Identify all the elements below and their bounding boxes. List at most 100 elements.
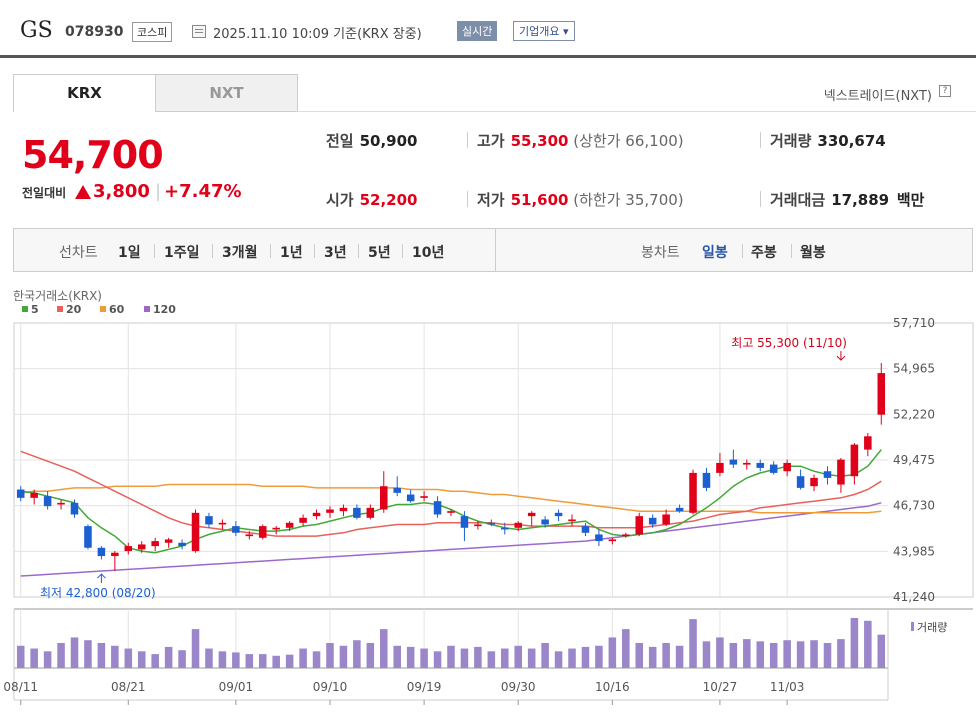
candle-body: [743, 462, 751, 465]
trade-amount: 거래대금 17,889 백만: [770, 189, 924, 210]
volume-bar: [554, 651, 563, 668]
x-tick-label: 11/03: [770, 680, 805, 694]
volume-bar: [501, 648, 509, 668]
quote-separator: [467, 132, 468, 148]
candle-body: [716, 462, 724, 473]
candle-monthly[interactable]: 월봉: [800, 245, 826, 261]
volume-bar: [205, 648, 213, 668]
candle-body: [608, 539, 617, 542]
candle-body: [57, 502, 65, 505]
candle-body: [205, 516, 213, 525]
volume-bar: [729, 643, 738, 668]
stock-name: GS: [20, 18, 53, 43]
x-tick-label: 08/21: [111, 680, 146, 694]
volume-bar: [43, 651, 52, 668]
exchange-label: 한국거래소(KRX): [13, 289, 102, 303]
volume-bar: [245, 654, 254, 668]
candle-body: [837, 459, 845, 485]
period-1w[interactable]: 1주일: [164, 245, 200, 261]
volume-bar: [232, 652, 240, 668]
candle-body: [662, 514, 670, 525]
volume-bar: [662, 643, 670, 668]
market-badge: 코스피: [132, 22, 173, 42]
current-price: 54,700: [22, 133, 164, 177]
volume-bar: [447, 645, 455, 668]
volume-bar: [272, 655, 280, 668]
tab-nxt[interactable]: NXT: [155, 74, 298, 112]
toolbar-separator: [314, 244, 315, 258]
volume-bar: [635, 643, 644, 668]
x-tick-label: 09/01: [219, 680, 254, 694]
prev-close: 전일 50,900: [326, 130, 418, 151]
candle-body: [16, 489, 25, 498]
period-1y[interactable]: 1년: [280, 245, 303, 261]
volume-bar: [218, 651, 227, 668]
candle-body: [783, 462, 791, 472]
period-5y[interactable]: 5년: [368, 245, 391, 261]
toolbar-separator: [212, 244, 213, 258]
volume-bar: [70, 637, 79, 668]
volume-bar: [568, 648, 576, 668]
company-overview-dropdown[interactable]: 기업개요 ▾: [513, 21, 575, 41]
candle-body: [245, 534, 254, 537]
change-separator: |: [155, 181, 162, 202]
quote-separator: [760, 191, 761, 207]
legend-label: 5: [31, 303, 39, 316]
candle-body: [447, 511, 455, 513]
volume-bar: [433, 651, 442, 668]
candle-weekly[interactable]: 주봉: [751, 245, 777, 261]
candle-body: [393, 487, 401, 493]
ma20-line: [20, 450, 882, 537]
low-value: 51,600: [510, 191, 569, 209]
volume-bar: [581, 646, 590, 668]
period-3m[interactable]: 3개월: [222, 245, 258, 261]
volume-bar: [783, 640, 791, 668]
x-tick-label: 09/10: [313, 680, 348, 694]
volume-bar: [30, 648, 38, 668]
legend-ma20: 20: [57, 303, 81, 316]
help-icon[interactable]: ?: [939, 85, 951, 97]
volume-bar: [353, 640, 361, 668]
toolbar-separator: [402, 244, 403, 258]
legend-label: 20: [66, 303, 82, 316]
candle-daily[interactable]: 일봉: [702, 245, 728, 261]
tab-divider: [297, 111, 976, 112]
candle-body: [137, 544, 146, 550]
y-tick-label: 41,240: [893, 590, 935, 604]
lower-limit: (하한가 35,700): [573, 191, 684, 209]
realtime-button[interactable]: 실시간: [457, 21, 498, 41]
candle-body: [487, 522, 496, 525]
volume-bar: [850, 618, 859, 668]
quote-separator: [760, 132, 761, 148]
prev-close-label: 전일: [326, 132, 354, 150]
nxt-link[interactable]: 넥스트레이드(NXT): [824, 85, 932, 104]
legend-swatch: [100, 306, 106, 312]
toolbar-divider: [495, 229, 496, 271]
period-1d[interactable]: 1일: [118, 245, 141, 261]
low-arrow-head: [97, 573, 106, 579]
candle-body: [823, 471, 832, 478]
candle-body: [554, 512, 563, 517]
upper-limit: (상한가 66,100): [573, 132, 684, 150]
volume-bar: [716, 637, 724, 668]
volume-bar: [810, 640, 818, 668]
open-label: 시가: [326, 191, 354, 209]
volume-bar: [124, 648, 133, 668]
legend-swatch: [144, 306, 150, 312]
legend-ma60: 60: [100, 303, 124, 316]
open-price: 시가 52,200: [326, 189, 418, 210]
y-tick-label: 43,985: [893, 544, 935, 558]
calendar-icon: [192, 25, 206, 38]
candle-body: [353, 507, 361, 518]
tab-krx[interactable]: KRX: [13, 74, 156, 112]
period-3y[interactable]: 3년: [324, 245, 347, 261]
high-value: 55,300: [510, 132, 569, 150]
toolbar-separator: [154, 244, 155, 258]
period-10y[interactable]: 10년: [412, 245, 445, 261]
candle-body: [689, 472, 697, 513]
candle-body: [191, 512, 200, 552]
up-triangle-icon: [75, 185, 91, 199]
candle-body: [258, 526, 267, 538]
prev-close-value: 50,900: [359, 132, 418, 150]
